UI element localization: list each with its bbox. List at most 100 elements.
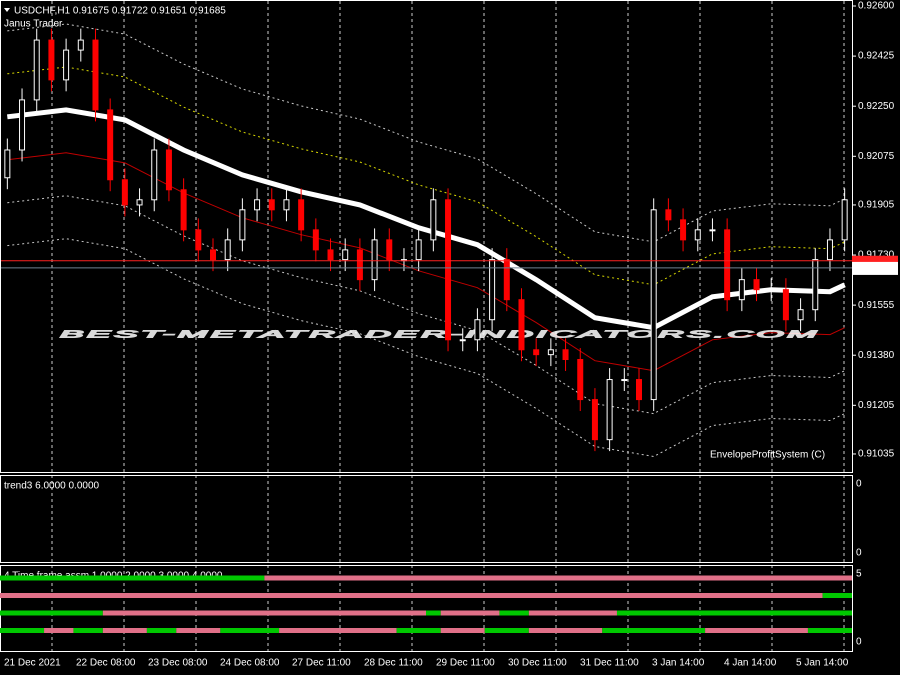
candle-body: [239, 209, 246, 241]
candle-body: [459, 339, 466, 342]
frames: [0, 0, 853, 652]
candle-body: [371, 239, 378, 281]
candle-body: [224, 239, 231, 261]
candle-body: [19, 99, 26, 151]
candle-body: [621, 379, 628, 382]
y-tick-label: 0.91905: [858, 200, 895, 211]
candle-body: [768, 289, 775, 292]
state-segment: [264, 575, 852, 581]
candle-body: [210, 249, 216, 261]
candle-body: [33, 39, 40, 101]
candle-body: [694, 229, 701, 241]
candle-body: [665, 209, 672, 221]
trend-frame: [0, 475, 853, 563]
state-segment: [440, 628, 485, 633]
symbol-line: USDCHF,H1 0.91675 0.91722 0.91651 0.9168…: [14, 6, 226, 17]
indicator-label: EnvelopeProfitSystem (C): [710, 450, 825, 461]
time-label: 31 Dec 11:00: [580, 658, 639, 669]
y-tick-label: 0.92425: [858, 51, 895, 62]
candle-body: [797, 309, 804, 321]
candle-body: [533, 349, 540, 356]
y-tick-label: 0.91035: [858, 449, 895, 460]
subwindow-axis-label: 5: [856, 569, 862, 580]
candle-body: [738, 279, 745, 301]
candle-body: [356, 249, 363, 281]
candle-body: [503, 259, 510, 301]
candle-body: [92, 39, 99, 111]
candle-body: [121, 179, 128, 206]
bid-label: 0.91685: [856, 264, 893, 275]
candle-body: [474, 319, 481, 341]
candle-body: [151, 149, 158, 201]
state-segment: [176, 628, 221, 633]
y-tick-label: 0.91205: [858, 400, 895, 411]
y-tick-label: 0.91555: [858, 300, 895, 311]
state-segment: [0, 628, 45, 633]
ask-tag: [852, 255, 898, 266]
state-segment: [440, 610, 500, 616]
state-segment: [0, 610, 103, 616]
menu-arrow[interactable]: [4, 8, 10, 12]
candle-body: [77, 39, 84, 51]
y-tick-label: 0.91730: [858, 250, 895, 261]
state-segment: [396, 628, 441, 633]
candle-body: [489, 259, 496, 321]
state-segment: [279, 628, 397, 633]
candle-body: [680, 219, 687, 241]
main-frame: [0, 0, 853, 473]
candle-body: [812, 259, 819, 311]
candle-body: [342, 249, 349, 261]
time-label: 22 Dec 08:00: [76, 658, 136, 669]
time-label: 27 Dec 11:00: [292, 658, 351, 669]
y-tick-label: 0.92600: [858, 1, 895, 12]
candle-body: [254, 199, 261, 211]
bid-tag: [852, 261, 898, 275]
subwindow-axis-label: 0: [856, 637, 862, 648]
candle-body: [195, 229, 202, 251]
subwindow-axis-label: 0: [856, 548, 862, 559]
subwindow-title: trend3 6.0000 0.0000: [4, 481, 100, 492]
candle-body: [753, 279, 760, 291]
candle-body: [782, 289, 789, 321]
time-label: 23 Dec 08:00: [148, 658, 208, 669]
envelope-line: [7, 238, 845, 458]
state-segment: [484, 628, 529, 633]
candle-body: [709, 229, 716, 232]
candle-body: [48, 39, 55, 81]
time-label: 4 Jan 14:00: [724, 658, 777, 669]
state-segment: [528, 610, 617, 616]
candle-body: [650, 209, 657, 401]
state-segment: [44, 628, 74, 633]
account-name: Janus Trader: [4, 19, 63, 30]
state-segment: [822, 593, 852, 598]
time-label: 28 Dec 11:00: [364, 658, 423, 669]
candle-body: [547, 349, 554, 356]
state-segment: [146, 628, 177, 633]
state-segment: [616, 610, 852, 616]
candle-body: [724, 229, 731, 301]
candle-body: [283, 199, 290, 211]
candle-body: [826, 239, 833, 261]
watermark: BEST-METATRADER-INDICATORS.COM: [60, 330, 820, 341]
candle-body: [136, 199, 143, 206]
candle-body: [386, 239, 393, 261]
candle-body: [312, 229, 319, 251]
state-segment: [705, 628, 808, 633]
y-tick-label: 0.92250: [858, 101, 895, 112]
candle-body: [445, 199, 452, 341]
state-segment: [528, 628, 603, 633]
envelope-line: [7, 66, 845, 286]
candle-body: [841, 199, 848, 241]
candle-body: [606, 379, 613, 441]
candle-body: [577, 359, 584, 401]
state-segment: [73, 628, 103, 633]
candle-body: [298, 199, 305, 231]
candle-body: [180, 189, 187, 231]
state-segment: [602, 628, 706, 633]
candle-body: [107, 109, 114, 181]
time-label: 24 Dec 08:00: [220, 658, 280, 669]
candle-body: [562, 349, 569, 361]
state-segment: [807, 628, 852, 633]
state-segment: [499, 610, 529, 616]
